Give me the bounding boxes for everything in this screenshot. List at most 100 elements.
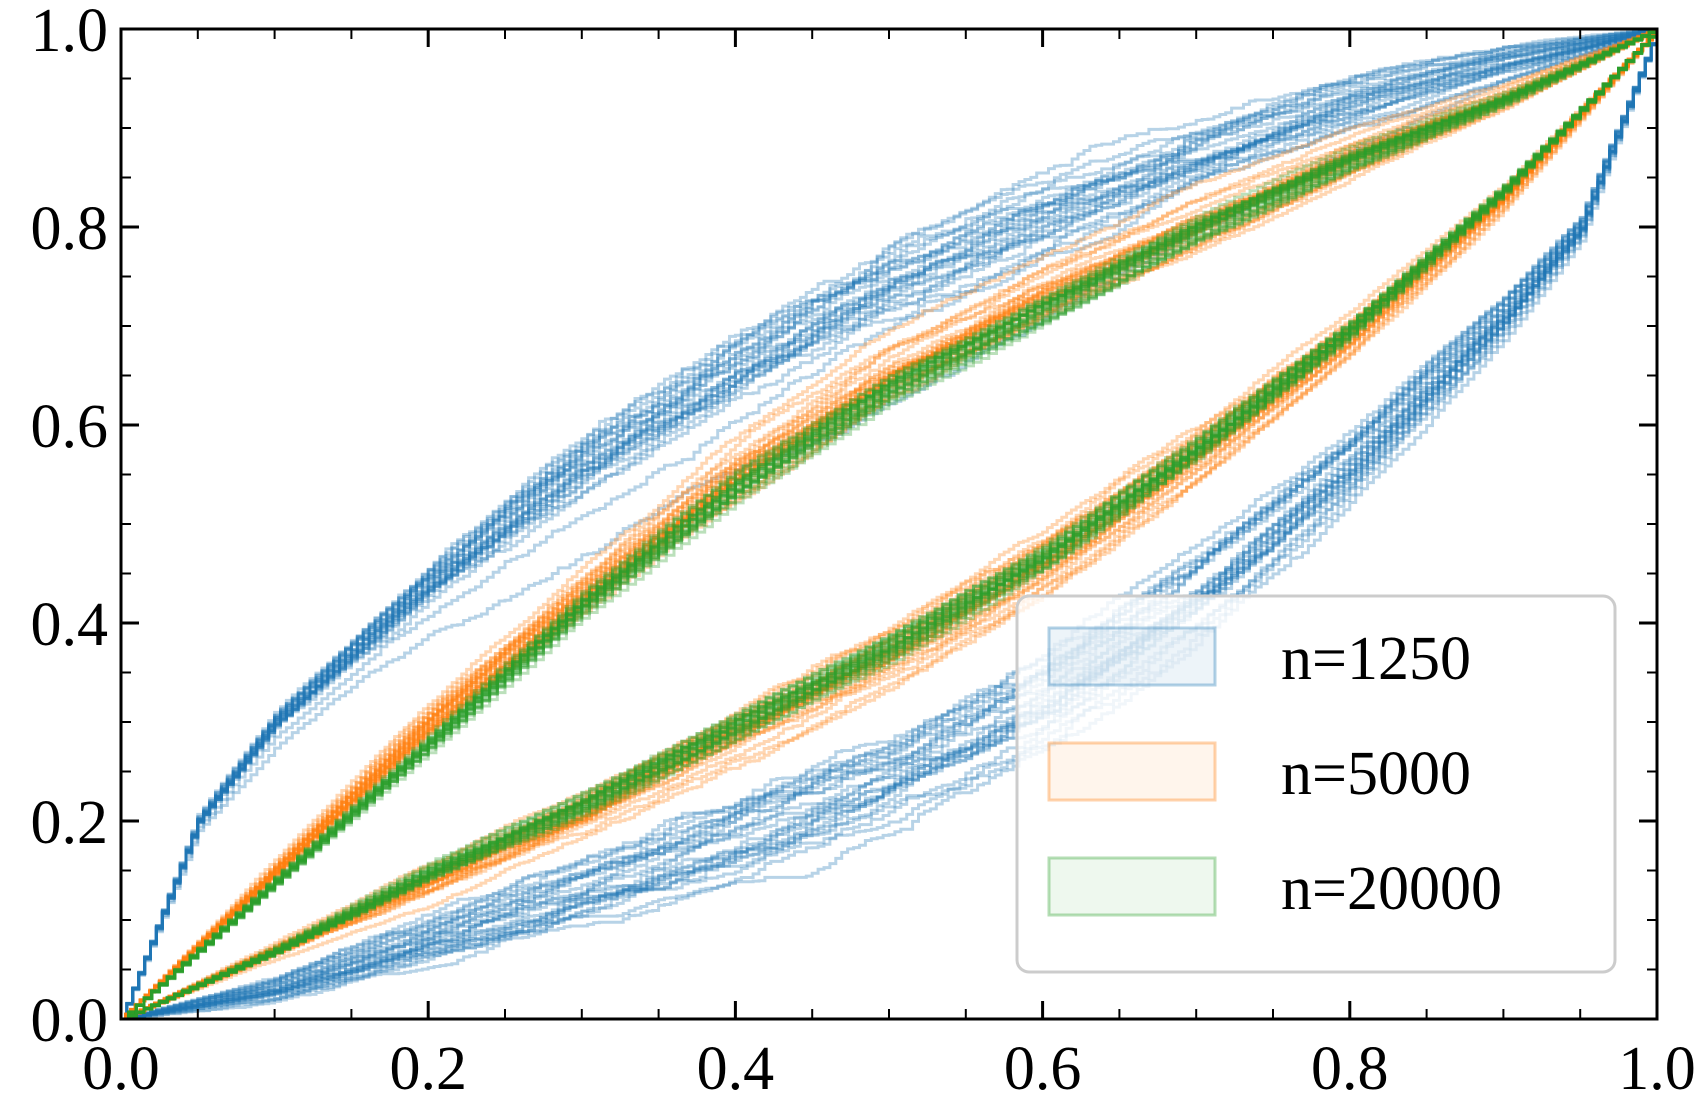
curve-n-20000-upper-13	[121, 29, 1659, 1021]
curve-n-20000-lower-12	[121, 29, 1659, 1021]
curve-n-20000-upper-19	[121, 29, 1659, 1021]
curve-n-20000-lower-5	[121, 29, 1659, 1021]
curve-n-20000-upper-14	[121, 29, 1659, 1021]
curve-n-1250-upper-11	[121, 28, 1659, 1021]
curve-n-20000-lower-10	[121, 29, 1659, 1021]
x-tick-label: 1.0	[1618, 1035, 1696, 1101]
curve-n-1250-upper-18	[121, 28, 1659, 1021]
legend-swatch	[1047, 626, 1217, 687]
curve-n-1250-upper-19	[121, 28, 1659, 1021]
curve-n-1250-upper-10	[121, 29, 1659, 1021]
curve-n-1250-lower-22	[121, 29, 1659, 1021]
curve-n-20000-lower-2	[121, 29, 1659, 1021]
curve-n-20000-upper-1	[121, 29, 1659, 1021]
curve-n-1250-lower-12	[121, 29, 1659, 1021]
curve-n-20000-upper-20	[121, 29, 1659, 1021]
curve-n-1250-upper-23	[121, 28, 1659, 1021]
curve-n-1250-lower-13	[121, 29, 1659, 1021]
curve-n-5000-lower-17	[121, 29, 1659, 1021]
legend-item-n-20000: n=20000	[1047, 855, 1502, 923]
curve-n-1250-upper-1	[121, 29, 1659, 1021]
curve-n-5000-lower-14	[121, 29, 1659, 1021]
curve-n-5000-upper-8	[121, 29, 1659, 1021]
curve-n-20000-lower-6	[121, 29, 1659, 1021]
curve-n-1250-lower-1	[121, 29, 1659, 1021]
curve-n-5000-upper-24	[121, 29, 1659, 1021]
curve-n-5000-upper-5	[121, 29, 1659, 1021]
curve-n-1250-lower-10	[121, 29, 1659, 1021]
series-lines	[121, 28, 1659, 1021]
curve-n-20000-lower-22	[121, 29, 1659, 1021]
curve-n-20000-upper-21	[121, 29, 1659, 1021]
curve-n-20000-upper-11	[121, 29, 1659, 1021]
curve-n-5000-upper-1	[121, 29, 1659, 1021]
legend-frame	[1015, 594, 1617, 974]
y-tick-label: 0.2	[31, 789, 109, 857]
curve-n-5000-lower-11	[121, 29, 1659, 1021]
curve-n-1250-upper-5	[121, 28, 1659, 1021]
curve-n-1250-upper-20	[121, 28, 1659, 1021]
curve-n-20000-lower-13	[121, 29, 1659, 1021]
curve-n-20000-lower-15	[121, 29, 1659, 1021]
curve-n-5000-lower-4	[121, 29, 1659, 1021]
curve-n-20000-upper-18	[121, 29, 1659, 1021]
curve-n-20000-lower-4	[121, 29, 1659, 1021]
curve-n-20000-upper-4	[121, 29, 1659, 1021]
legend-swatch	[1047, 856, 1217, 917]
curve-n-20000-lower-16	[121, 29, 1659, 1021]
series-n-1250	[121, 28, 1659, 1021]
legend: n=1250 n=5000 n=20000	[1015, 594, 1617, 974]
curve-n-20000-upper-3	[121, 29, 1659, 1021]
curve-n-1250-lower-21	[121, 29, 1659, 1021]
curve-n-1250-lower-5	[121, 29, 1659, 1021]
curve-n-5000-lower-2	[121, 29, 1659, 1021]
curve-n-5000-upper-19	[121, 29, 1659, 1021]
legend-item-n-1250: n=1250	[1047, 625, 1471, 693]
legend-label: n=20000	[1281, 855, 1502, 923]
curve-n-5000-lower-22	[121, 29, 1659, 1021]
curve-n-5000-lower-13	[121, 29, 1659, 1021]
curve-n-20000-upper-15	[121, 29, 1659, 1021]
curve-n-1250-lower-6	[121, 29, 1659, 1021]
curve-n-5000-upper-14	[121, 29, 1659, 1021]
y-tick-label: 0.4	[31, 591, 109, 659]
curve-n-20000-lower-7	[121, 29, 1659, 1021]
curve-n-5000-upper-0	[121, 29, 1659, 1021]
curve-n-5000-lower-10	[121, 29, 1659, 1021]
curve-n-5000-lower-20	[121, 29, 1659, 1021]
curve-n-5000-upper-18	[121, 29, 1659, 1021]
curve-n-5000-lower-6	[121, 29, 1659, 1021]
curve-n-1250-upper-7	[121, 28, 1659, 1021]
curve-n-5000-upper-17	[121, 29, 1659, 1021]
curve-n-5000-lower-16	[121, 29, 1659, 1021]
legend-swatch	[1047, 741, 1217, 802]
curve-n-1250-lower-16	[121, 29, 1659, 1021]
curve-n-5000-upper-7	[121, 29, 1659, 1021]
curve-n-20000-lower-14	[121, 29, 1659, 1021]
curve-n-5000-lower-19	[121, 29, 1659, 1021]
x-axis-ticks: 0.0 0.2 0.4 0.6 0.8 1.0	[82, 29, 1696, 1101]
curve-n-1250-lower-7	[121, 29, 1659, 1021]
series-n-5000	[121, 29, 1659, 1021]
y-tick-label: 0.6	[31, 393, 109, 461]
curve-n-5000-upper-3	[121, 29, 1659, 1021]
curve-n-20000-upper-17	[121, 29, 1659, 1021]
curve-n-5000-lower-3	[121, 29, 1659, 1021]
curve-n-20000-upper-5	[121, 29, 1659, 1021]
curve-n-5000-upper-11	[121, 29, 1659, 1021]
curve-n-5000-lower-15	[121, 29, 1659, 1021]
curve-n-20000-lower-23	[121, 29, 1659, 1021]
curve-n-5000-upper-15	[121, 29, 1659, 1021]
curve-n-20000-lower-21	[121, 29, 1659, 1021]
legend-label: n=1250	[1281, 625, 1471, 693]
curve-n-1250-lower-3	[121, 29, 1659, 1021]
curve-n-1250-lower-8	[121, 29, 1659, 1021]
curve-n-20000-lower-24	[121, 29, 1659, 1021]
curve-n-5000-lower-5	[121, 29, 1659, 1021]
curve-n-20000-lower-19	[121, 29, 1659, 1021]
y-tick-label: 1.0	[31, 0, 109, 65]
curve-n-1250-upper-15	[121, 28, 1659, 1021]
curve-n-5000-lower-23	[121, 29, 1659, 1021]
curve-n-1250-upper-4	[121, 29, 1659, 1021]
curve-n-1250-lower-20	[121, 29, 1659, 1021]
